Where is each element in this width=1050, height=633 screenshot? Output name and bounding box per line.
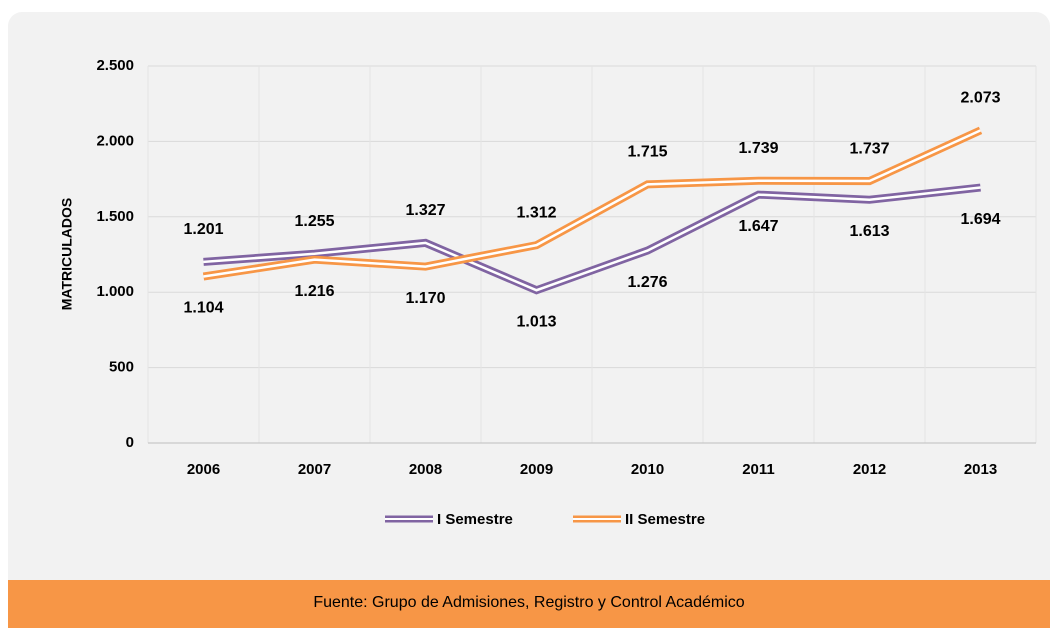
data-label: 2.073 (960, 90, 1000, 107)
data-label: 1.613 (849, 223, 889, 240)
footer-band (8, 580, 1050, 628)
x-tick-label: 2007 (298, 461, 331, 478)
data-label: 1.312 (516, 204, 556, 221)
source: Fuente: Grupo de Admisiones, Registro y … (313, 594, 744, 611)
card (8, 12, 1050, 612)
x-tick-label: 2009 (520, 461, 553, 478)
y-tick-label: 500 (109, 359, 134, 376)
line-inner (203, 129, 982, 278)
x-tick-label: 2008 (409, 461, 442, 478)
data-label: 1.739 (738, 140, 778, 157)
y-tick-label: 0 (126, 434, 134, 451)
data-label: 1.647 (738, 218, 778, 235)
data-label: 1.201 (183, 221, 223, 238)
x-tick-label: 2013 (964, 461, 997, 478)
y-tick-label: 2.500 (96, 57, 134, 74)
data-label: 1.216 (294, 283, 334, 300)
data-label: 1.170 (405, 290, 445, 307)
legend-label: I Semestre (437, 511, 513, 528)
data-label: 1.013 (516, 313, 556, 330)
legend-label: II Semestre (625, 511, 705, 528)
y-tick-label: 2.000 (96, 132, 134, 149)
y-tick-label: 1.000 (96, 283, 134, 300)
line-inner (203, 186, 981, 292)
x-tick-label: 2010 (631, 461, 664, 478)
x-tick-label: 2012 (853, 461, 886, 478)
data-label: 1.104 (183, 300, 223, 317)
y-tick-label: 1.500 (96, 208, 134, 225)
data-label: 1.276 (627, 274, 667, 291)
y-axis-label: MATRICULADOS (59, 198, 75, 311)
data-label: 1.327 (405, 202, 445, 219)
x-tick-label: 2011 (742, 461, 775, 478)
data-label: 1.255 (294, 213, 334, 230)
data-label: 1.737 (849, 140, 889, 157)
data-label: 1.694 (960, 211, 1000, 228)
x-tick-label: 2006 (187, 461, 220, 478)
data-label: 1.715 (627, 144, 667, 161)
